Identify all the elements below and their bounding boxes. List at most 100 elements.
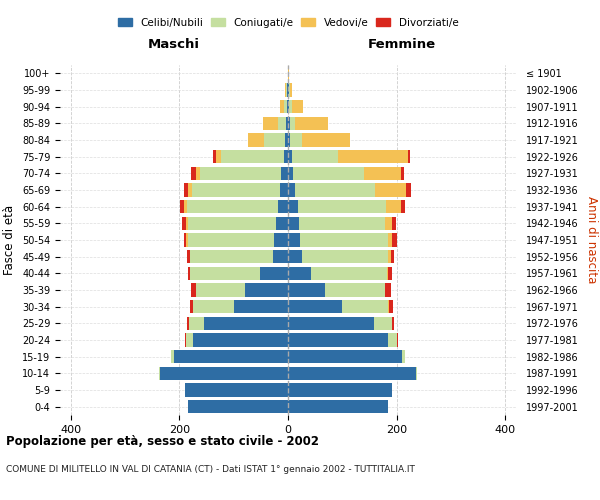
Bar [290,84,292,96]
Bar [397,334,398,346]
Bar [374,316,392,330]
Bar [325,284,385,296]
Bar [408,150,410,164]
Bar [402,350,405,364]
Bar [385,284,391,296]
Bar [285,134,288,146]
Bar [311,266,387,280]
Bar [392,234,397,246]
Bar [392,316,394,330]
Bar [245,284,288,296]
Text: Popolazione per età, sesso e stato civile - 2002: Popolazione per età, sesso e stato civil… [6,435,319,448]
Bar [280,184,288,196]
Bar [234,300,288,314]
Bar [288,200,298,213]
Bar [288,216,299,230]
Bar [190,250,273,264]
Bar [338,150,408,164]
Bar [184,234,187,246]
Y-axis label: Fasce di età: Fasce di età [4,205,16,275]
Bar [289,84,290,96]
Bar [187,250,190,264]
Bar [284,150,288,164]
Bar [288,150,292,164]
Bar [389,300,394,314]
Bar [288,100,289,114]
Bar [193,334,288,346]
Bar [188,234,274,246]
Bar [387,266,388,280]
Bar [193,300,234,314]
Bar [260,266,288,280]
Bar [196,166,200,180]
Text: COMUNE DI MILITELLO IN VAL DI CATANIA (CT) - Dati ISTAT 1° gennaio 2002 - TUTTIT: COMUNE DI MILITELLO IN VAL DI CATANIA (C… [6,465,415,474]
Bar [288,366,416,380]
Bar [284,100,287,114]
Bar [192,184,280,196]
Bar [186,216,188,230]
Bar [216,150,221,164]
Bar [286,84,287,96]
Bar [290,134,302,146]
Bar [204,316,288,330]
Bar [302,134,350,146]
Bar [287,100,288,114]
Bar [299,216,385,230]
Bar [302,250,388,264]
Legend: Celibi/Nubili, Coniugati/e, Vedovi/e, Divorziati/e: Celibi/Nubili, Coniugati/e, Vedovi/e, Di… [113,14,463,32]
Bar [401,166,404,180]
Bar [298,200,386,213]
Bar [364,166,401,180]
Bar [288,116,290,130]
Bar [300,234,388,246]
Bar [278,200,288,213]
Bar [187,334,193,346]
Bar [190,266,260,280]
Bar [278,116,286,130]
Bar [213,150,216,164]
Bar [401,200,405,213]
Bar [375,184,406,196]
Bar [288,300,342,314]
Bar [180,200,184,213]
Bar [386,200,401,213]
Bar [288,384,392,396]
Bar [292,100,302,114]
Bar [191,284,196,296]
Bar [248,134,263,146]
Bar [184,200,187,213]
Bar [288,184,295,196]
Bar [188,266,190,280]
Bar [288,250,302,264]
Bar [187,234,188,246]
Bar [388,234,392,246]
Bar [188,316,204,330]
Bar [182,216,186,230]
Bar [191,166,196,180]
Bar [391,250,394,264]
Bar [342,300,388,314]
Bar [288,284,325,296]
Bar [290,116,295,130]
Bar [288,400,388,413]
Bar [190,300,193,314]
Bar [288,350,402,364]
Bar [196,284,245,296]
Bar [288,134,290,146]
Bar [274,234,288,246]
Bar [160,366,288,380]
Bar [276,216,288,230]
Bar [187,316,188,330]
Bar [292,150,338,164]
Bar [174,350,288,364]
Bar [289,100,292,114]
Bar [295,184,375,196]
Bar [295,116,328,130]
Bar [388,334,397,346]
Bar [188,184,192,196]
Bar [185,384,288,396]
Bar [188,216,276,230]
Bar [184,184,188,196]
Bar [288,266,311,280]
Bar [280,100,284,114]
